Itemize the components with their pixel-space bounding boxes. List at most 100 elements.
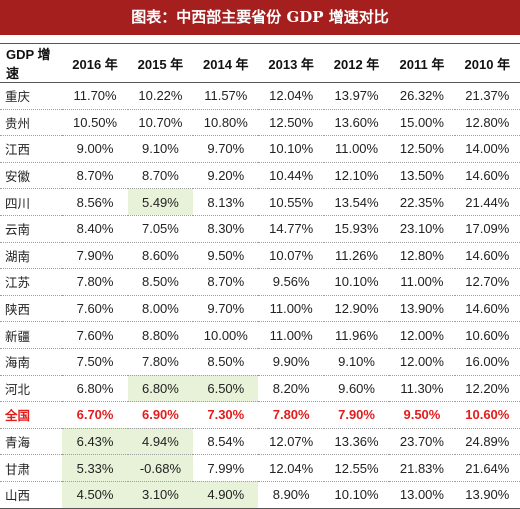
value-cell: 10.80%	[193, 109, 259, 137]
column-header-2016: 2016 年	[62, 43, 128, 83]
value-cell: 6.43%	[62, 428, 128, 456]
value-cell: 23.10%	[389, 215, 455, 243]
table-row: 海南 7.50% 7.80% 8.50% 9.90% 9.10% 12.00% 16.00%	[0, 348, 520, 376]
value-cell: 14.60%	[454, 295, 520, 323]
value-cell: 3.10%	[127, 481, 194, 509]
column-header-2015: 2015 年	[127, 43, 194, 83]
region-cell: 贵州	[0, 109, 63, 137]
value-cell: 12.70%	[454, 268, 520, 296]
value-cell: 8.80%	[127, 321, 194, 349]
column-header-2014: 2014 年	[193, 43, 259, 83]
value-cell: 8.70%	[127, 162, 194, 190]
value-cell: 15.93%	[323, 215, 390, 243]
region-cell: 新疆	[0, 321, 63, 349]
table-row: 甘肃 5.33% -0.68% 7.99% 12.04% 12.55% 21.83% 21.6…	[0, 454, 520, 482]
value-cell: 9.56%	[258, 268, 324, 296]
value-cell: 7.80%	[62, 268, 128, 296]
value-cell: 10.60%	[454, 401, 520, 429]
value-cell: 11.96%	[323, 321, 390, 349]
value-cell: 12.00%	[389, 321, 455, 349]
region-cell: 海南	[0, 348, 63, 376]
value-cell: -0.68%	[127, 454, 194, 482]
table-row: 贵州 10.50% 10.70% 10.80% 12.50% 13.60% 15.00% 12…	[0, 109, 520, 137]
gdp-growth-table: GDP 增速 2016 年 2015 年 2014 年 2013 年 2012 …	[0, 43, 520, 509]
value-cell: 10.60%	[454, 321, 520, 349]
table-row: 河北 6.80% 6.80% 6.50% 8.20% 9.60% 11.30% 12.20%	[0, 375, 520, 403]
value-cell: 21.37%	[454, 82, 520, 110]
region-cell: 安徽	[0, 162, 63, 190]
value-cell: 12.00%	[389, 348, 455, 376]
value-cell: 8.90%	[258, 481, 324, 509]
value-cell: 4.50%	[62, 481, 128, 509]
value-cell: 10.00%	[193, 321, 259, 349]
value-cell: 13.50%	[389, 162, 455, 190]
value-cell: 14.77%	[258, 215, 324, 243]
table-row: 安徽 8.70% 8.70% 9.20% 10.44% 12.10% 13.50% 14.60…	[0, 162, 520, 190]
value-cell: 11.70%	[62, 82, 128, 110]
value-cell: 8.54%	[193, 428, 259, 456]
region-cell: 四川	[0, 188, 63, 216]
value-cell: 9.70%	[193, 135, 259, 163]
value-cell: 8.50%	[127, 268, 194, 296]
value-cell: 7.30%	[193, 401, 259, 429]
region-cell: 云南	[0, 215, 63, 243]
value-cell: 21.44%	[454, 188, 520, 216]
value-cell: 10.50%	[62, 109, 128, 137]
value-cell: 9.70%	[193, 295, 259, 323]
region-cell: 甘肃	[0, 454, 63, 482]
value-cell: 6.50%	[193, 375, 259, 403]
value-cell: 11.26%	[323, 242, 390, 270]
region-cell: 全国	[0, 401, 63, 429]
value-cell: 5.33%	[62, 454, 128, 482]
table-body: 重庆 11.70% 10.22% 11.57% 12.04% 13.97% 26.32% 21…	[0, 82, 520, 509]
table-row: 四川 8.56% 5.49% 8.13% 10.55% 13.54% 22.35% 21.44…	[0, 188, 520, 216]
value-cell: 12.20%	[454, 375, 520, 403]
value-cell: 12.50%	[258, 109, 324, 137]
value-cell: 13.90%	[454, 481, 520, 509]
table-row: 山西 4.50% 3.10% 4.90% 8.90% 10.10% 13.00% 13.90%	[0, 481, 520, 509]
value-cell: 7.60%	[62, 321, 128, 349]
value-cell: 22.35%	[389, 188, 455, 216]
value-cell: 7.50%	[62, 348, 128, 376]
value-cell: 9.10%	[323, 348, 390, 376]
region-cell: 青海	[0, 428, 63, 456]
table-row: 湖南 7.90% 8.60% 9.50% 10.07% 11.26% 12.80% 14.60…	[0, 242, 520, 270]
value-cell: 8.13%	[193, 188, 259, 216]
value-cell: 11.00%	[389, 268, 455, 296]
value-cell: 11.30%	[389, 375, 455, 403]
table-row: 江西 9.00% 9.10% 9.70% 10.10% 11.00% 12.50% 14.00…	[0, 135, 520, 163]
value-cell: 4.94%	[127, 428, 194, 456]
value-cell: 13.90%	[389, 295, 455, 323]
value-cell: 21.83%	[389, 454, 455, 482]
table-row-national: 全国 6.70% 6.90% 7.30% 7.80% 7.90% 9.50% 10.60%	[0, 401, 520, 429]
value-cell: 9.50%	[389, 401, 455, 429]
value-cell: 12.50%	[389, 135, 455, 163]
value-cell: 10.10%	[258, 135, 324, 163]
table-row: 新疆 7.60% 8.80% 10.00% 11.00% 11.96% 12.00% 10.6…	[0, 321, 520, 349]
value-cell: 10.22%	[127, 82, 194, 110]
value-cell: 10.10%	[323, 481, 390, 509]
table-header: GDP 增速 2016 年 2015 年 2014 年 2013 年 2012 …	[0, 43, 520, 83]
value-cell: 8.30%	[193, 215, 259, 243]
column-header-2013: 2013 年	[258, 43, 324, 83]
value-cell: 12.04%	[258, 454, 324, 482]
value-cell: 7.99%	[193, 454, 259, 482]
value-cell: 8.00%	[127, 295, 194, 323]
value-cell: 21.64%	[454, 454, 520, 482]
value-cell: 7.90%	[323, 401, 390, 429]
value-cell: 6.80%	[62, 375, 128, 403]
value-cell: 10.07%	[258, 242, 324, 270]
value-cell: 14.00%	[454, 135, 520, 163]
value-cell: 6.90%	[127, 401, 194, 429]
value-cell: 9.00%	[62, 135, 128, 163]
value-cell: 8.56%	[62, 188, 128, 216]
value-cell: 13.36%	[323, 428, 390, 456]
value-cell: 4.90%	[193, 481, 259, 509]
value-cell: 14.60%	[454, 162, 520, 190]
region-cell: 重庆	[0, 82, 63, 110]
region-cell: 河北	[0, 375, 63, 403]
value-cell: 5.49%	[127, 188, 194, 216]
region-cell: 山西	[0, 481, 63, 509]
value-cell: 12.90%	[323, 295, 390, 323]
table-row: 云南 8.40% 7.05% 8.30% 14.77% 15.93% 23.10% 17.09…	[0, 215, 520, 243]
